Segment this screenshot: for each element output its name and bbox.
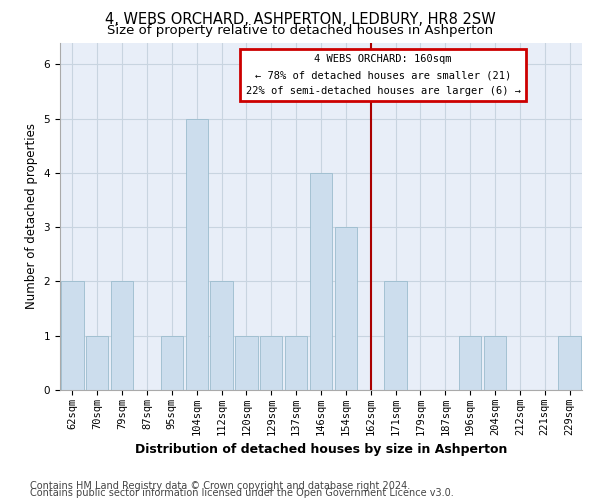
Y-axis label: Number of detached properties: Number of detached properties bbox=[25, 123, 38, 309]
Bar bbox=[61, 282, 83, 390]
Bar bbox=[260, 336, 283, 390]
Bar bbox=[335, 227, 357, 390]
Bar bbox=[285, 336, 307, 390]
Bar bbox=[185, 118, 208, 390]
Bar bbox=[310, 173, 332, 390]
Bar bbox=[211, 282, 233, 390]
Text: Contains HM Land Registry data © Crown copyright and database right 2024.: Contains HM Land Registry data © Crown c… bbox=[30, 481, 410, 491]
Bar bbox=[235, 336, 257, 390]
Text: Contains public sector information licensed under the Open Government Licence v3: Contains public sector information licen… bbox=[30, 488, 454, 498]
Bar bbox=[459, 336, 481, 390]
X-axis label: Distribution of detached houses by size in Ashperton: Distribution of detached houses by size … bbox=[135, 444, 507, 456]
Bar bbox=[385, 282, 407, 390]
Bar bbox=[559, 336, 581, 390]
Bar bbox=[161, 336, 183, 390]
Bar bbox=[86, 336, 109, 390]
Text: Size of property relative to detached houses in Ashperton: Size of property relative to detached ho… bbox=[107, 24, 493, 37]
Bar bbox=[484, 336, 506, 390]
Bar bbox=[111, 282, 133, 390]
Text: 4 WEBS ORCHARD: 160sqm
← 78% of detached houses are smaller (21)
22% of semi-det: 4 WEBS ORCHARD: 160sqm ← 78% of detached… bbox=[245, 54, 521, 96]
Text: 4, WEBS ORCHARD, ASHPERTON, LEDBURY, HR8 2SW: 4, WEBS ORCHARD, ASHPERTON, LEDBURY, HR8… bbox=[104, 12, 496, 28]
